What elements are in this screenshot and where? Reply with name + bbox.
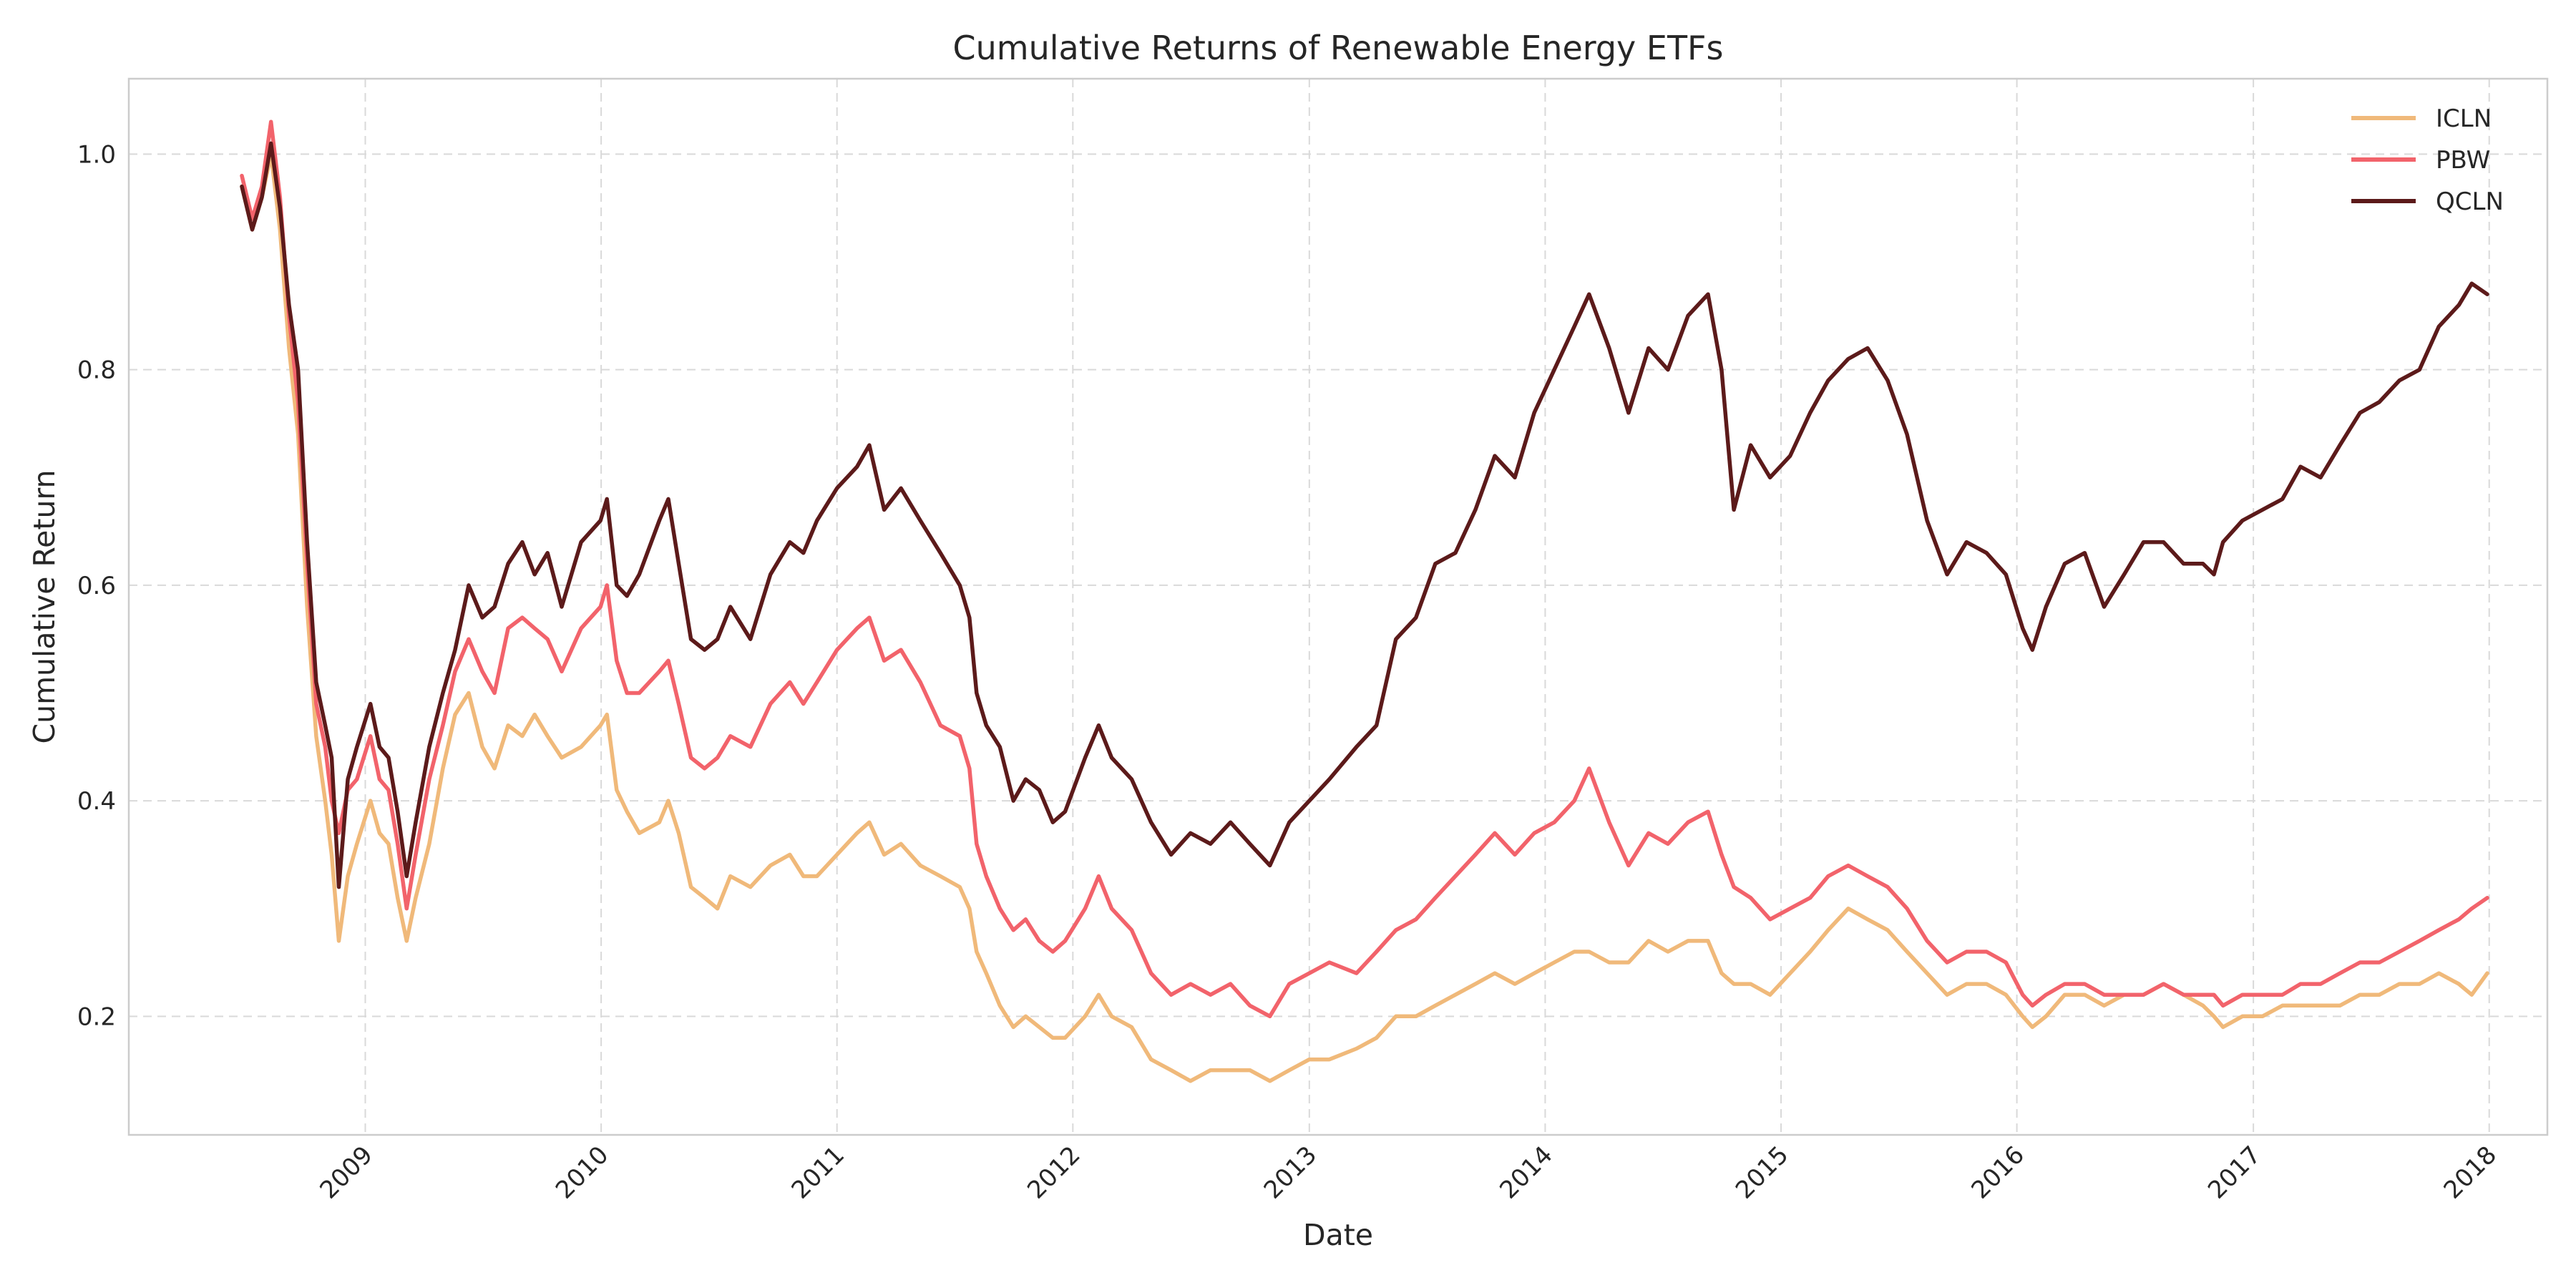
legend-label-icln: ICLN xyxy=(2436,104,2492,133)
y-tick-label: 0.8 xyxy=(77,356,116,385)
y-axis-label: Cumulative Return xyxy=(27,469,62,743)
y-tick-label: 1.0 xyxy=(77,140,116,169)
legend-label-pbw: PBW xyxy=(2436,146,2490,175)
series-line-pbw xyxy=(240,119,2489,1019)
chart-title: Cumulative Returns of Renewable Energy E… xyxy=(953,29,1724,67)
y-tick-label: 0.6 xyxy=(77,572,116,600)
plot-frame xyxy=(127,77,2549,1136)
y-tick-label: 0.4 xyxy=(77,787,116,816)
series-line-qcln xyxy=(240,141,2489,889)
series-line-icln xyxy=(240,152,2489,1083)
x-axis-label: Date xyxy=(1303,1218,1373,1252)
legend-label-qcln: QCLN xyxy=(2436,187,2504,216)
series-layer xyxy=(240,119,2489,1083)
grid xyxy=(129,79,2547,1135)
y-tick-label: 0.2 xyxy=(77,1002,116,1031)
legend: ICLN PBW QCLN xyxy=(2351,104,2504,216)
